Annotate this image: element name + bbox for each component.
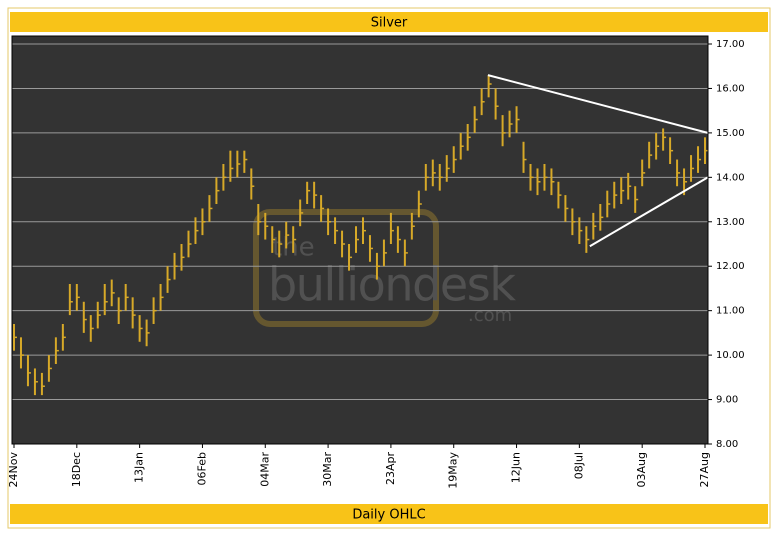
x-tick-label: 19May bbox=[447, 452, 460, 489]
y-tick-label: 17.00 bbox=[716, 39, 745, 50]
y-tick-label: 8.00 bbox=[716, 439, 738, 450]
x-tick-label: 23Apr bbox=[384, 452, 397, 486]
x-tick-label: 27Aug bbox=[698, 452, 711, 487]
y-tick-label: 10.00 bbox=[716, 350, 745, 361]
x-tick-label: 24Nov bbox=[7, 452, 20, 488]
y-tick-label: 14.00 bbox=[716, 172, 745, 183]
watermark-text: .com bbox=[468, 305, 512, 326]
y-tick-label: 13.00 bbox=[716, 217, 745, 228]
x-tick-label: 18Dec bbox=[70, 452, 83, 487]
watermark-text: bulliondesk bbox=[268, 258, 516, 312]
x-tick-label: 03Aug bbox=[635, 452, 648, 487]
trend-line bbox=[487, 74, 709, 134]
x-tick-label: 06Feb bbox=[195, 452, 208, 485]
x-tick-label: 04Mar bbox=[258, 452, 271, 487]
x-tick-label: 30Mar bbox=[321, 452, 334, 487]
chart-subtitle: Daily OHLC bbox=[352, 508, 425, 523]
trend-line bbox=[589, 176, 709, 248]
watermark-box bbox=[253, 209, 439, 327]
plot-area bbox=[12, 36, 708, 444]
y-tick-label: 12.00 bbox=[716, 261, 745, 272]
y-tick-label: 9.00 bbox=[716, 395, 738, 406]
x-tick-label: 12Jun bbox=[510, 452, 523, 483]
x-tick-label: 08Jul bbox=[572, 452, 585, 479]
y-tick-label: 15.00 bbox=[716, 128, 745, 139]
plot-border bbox=[11, 35, 709, 445]
title-bar bbox=[10, 12, 768, 32]
y-tick-label: 11.00 bbox=[716, 306, 745, 317]
chart-title: Silver bbox=[371, 16, 408, 31]
footer-bar bbox=[10, 504, 768, 524]
x-tick-label: 13Jan bbox=[133, 452, 146, 483]
y-tick-label: 16.00 bbox=[716, 83, 745, 94]
